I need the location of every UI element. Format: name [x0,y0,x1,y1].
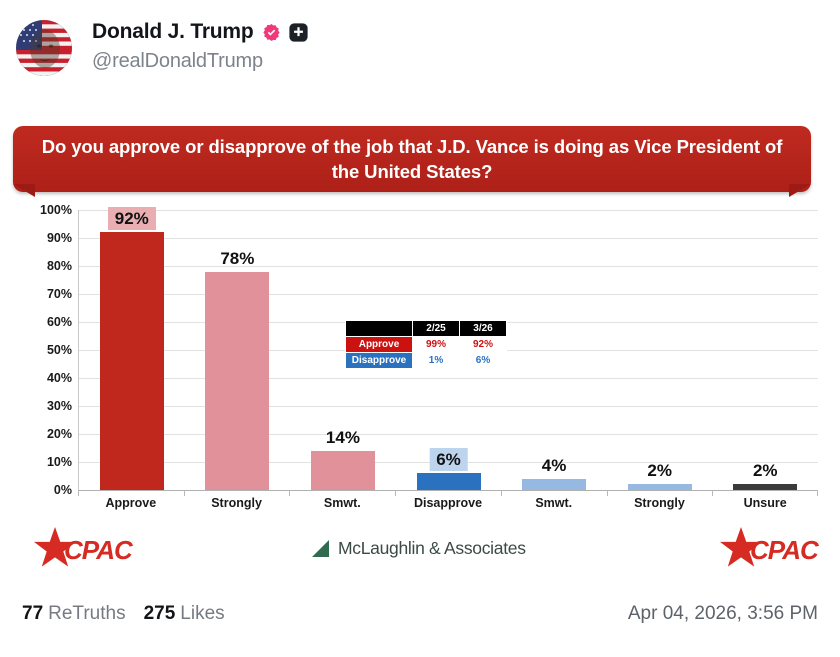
plus-badge-icon[interactable] [288,22,308,42]
retruths-stat[interactable]: 77 ReTruths [22,603,126,625]
bar-somewhat-approve: 14% [310,428,375,490]
bar-value-label: 2% [752,461,778,481]
handle: @realDonaldTrump [92,50,263,72]
trend-inset-table: 2/25 3/26 Approve 99% 92% Disapprove 1% … [345,320,507,369]
table-row-label-approve: Approve [345,336,413,353]
bar-slot: 92% [79,207,185,490]
table-corner-cell [345,320,413,337]
bar-slot: 6% [396,210,502,490]
table-cell: 6% [459,352,507,369]
axis-baseline [79,490,818,492]
table-row: Disapprove 1% 6% [345,352,507,369]
gridline [79,238,818,239]
x-label-unsure: Unsure [743,496,787,510]
x-axis: Approve Strongly Smwt. Disapprove Smwt. … [78,496,818,510]
cpac-wordmark-left: CPAC [64,534,133,565]
x-label-strongly-approve: Strongly [211,496,262,510]
mclaughlin-wordmark: McLaughlin & Associates [338,538,526,558]
table-cell: 92% [459,336,507,353]
bar-slot: 14% [290,210,396,490]
bar-value-label: 6% [429,448,468,472]
cpac-star-icon [718,526,764,574]
table-col-header: 2/25 [412,320,460,337]
y-axis: 100% 90% 80% 70% 60% 50% 40% 30% 20% 10%… [22,203,72,497]
y-tick-label: 10% [46,455,72,469]
y-tick-label: 70% [46,287,72,301]
verified-check-badge-icon [262,23,281,42]
bar-approve: 92% [99,207,164,490]
mclaughlin-mark-icon [312,540,329,557]
engagement-bar: 77 ReTruths 275 Likes Apr 04, 2026, 3:56… [0,590,840,638]
display-name: Donald J. Trump [92,20,254,43]
poll-bar-chart: 100% 90% 80% 70% 60% 50% 40% 30% 20% 10%… [0,203,840,514]
post-header: Donald J. Trump @realDonaldTrump [0,0,840,82]
y-tick-label: 90% [46,231,72,245]
y-tick-label: 30% [46,399,72,413]
avatar[interactable] [16,20,72,76]
table-col-header: 3/26 [459,320,507,337]
y-tick-label: 0% [53,483,72,497]
x-label-somewhat-disapprove: Smwt. [535,496,573,510]
table-cell: 1% [412,352,460,369]
table-header-row: 2/25 3/26 [345,320,507,337]
bar-value-label: 4% [541,455,567,475]
x-tickmarks [78,490,818,496]
cpac-star-icon [32,526,78,574]
gridline [79,294,818,295]
x-label-strongly-disapprove: Strongly [634,496,685,510]
banner-notch-left [13,184,35,197]
bar-unsure: 2% [733,461,798,490]
bar-strongly-approve: 78% [205,249,270,490]
likes-label: Likes [180,603,225,624]
bar-somewhat-disapprove: 4% [522,456,587,490]
post-timestamp: Apr 04, 2026, 3:56 PM [627,603,818,624]
bar-strongly-disapprove: 2% [627,461,692,490]
gridline [79,406,818,407]
y-tick-label: 60% [46,315,72,329]
poll-question-banner: Do you approve or disapprove of the job … [13,126,811,192]
cpac-logo-right: CPAC [718,526,819,570]
cpac-logo-left: CPAC [32,526,133,570]
retruths-count: 77 [22,603,44,624]
poll-image-card[interactable]: Do you approve or disapprove of the job … [0,104,840,584]
bar-slot: 2% [712,210,818,490]
bar-disapprove: 6% [416,448,481,490]
bar-value-label: 92% [107,207,156,231]
name-row: Donald J. Trump [92,18,308,46]
identity-block: Donald J. Trump @realDonaldTrump [92,18,308,73]
cpac-wordmark-right: CPAC [750,534,819,565]
plot-area: 92% 78% 14% 6% [78,207,818,492]
gridline [79,266,818,267]
bar-value-label: 2% [647,461,672,481]
bar-value-label: 78% [220,248,255,268]
sponsor-logo-row: CPAC McLaughlin & Associates CPAC [0,524,840,576]
x-label-approve: Approve [105,496,157,510]
bar-value-label: 14% [325,427,360,447]
table-row-label-disapprove: Disapprove [345,352,413,369]
y-tick-label: 20% [46,427,72,441]
y-tick-label: 100% [40,203,72,217]
bar-group: 92% 78% 14% 6% [79,207,818,490]
y-tick-label: 50% [46,343,72,357]
mclaughlin-logo: McLaughlin & Associates [312,538,526,559]
poll-question-text: Do you approve or disapprove of the job … [41,136,783,182]
bar-slot: 2% [607,210,713,490]
table-cell: 99% [412,336,460,353]
bar-slot: 78% [185,210,291,490]
likes-count: 275 [143,603,176,624]
gridline [79,378,818,379]
y-tick-label: 80% [46,259,72,273]
bar-slot: 4% [501,210,607,490]
gridline [79,210,818,211]
likes-stat[interactable]: 275 Likes [144,603,225,625]
y-tick-label: 40% [46,371,72,385]
x-label-disapprove: Disapprove [413,496,483,510]
x-label-somewhat-approve: Smwt. [323,496,361,510]
table-row: Approve 99% 92% [345,336,507,353]
retruths-label: ReTruths [48,603,126,624]
gridline [79,434,818,435]
engagement-stats: 77 ReTruths 275 Likes [22,603,225,625]
